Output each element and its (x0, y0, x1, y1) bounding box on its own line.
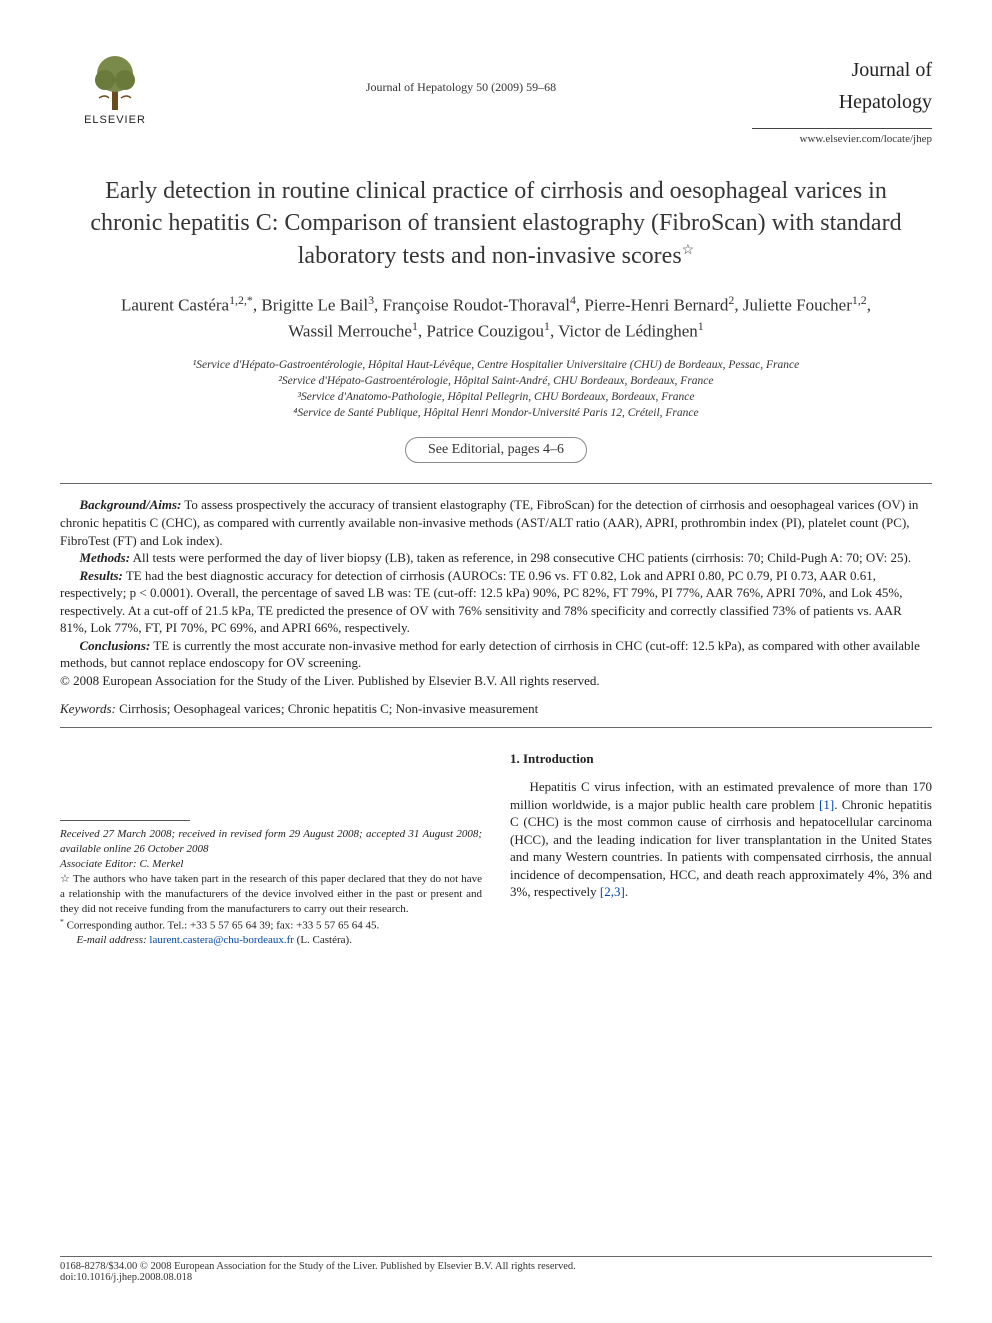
title-text: Early detection in routine clinical prac… (90, 178, 901, 269)
keywords-block: Keywords: Cirrhosis; Oesophageal varices… (60, 701, 932, 717)
footer-doi: doi:10.1016/j.jhep.2008.08.018 (60, 1272, 932, 1283)
abstract-background-text: To assess prospectively the accuracy of … (60, 497, 918, 547)
email-author-name: (L. Castéra). (297, 934, 352, 946)
received-dates: Received 27 March 2008; received in revi… (60, 827, 482, 857)
abstract: Background/Aims: To assess prospectively… (60, 496, 932, 689)
see-editorial-button[interactable]: See Editorial, pages 4–6 (405, 437, 587, 463)
publisher-name: ELSEVIER (84, 114, 146, 126)
journal-title-line1: Journal of (752, 54, 932, 86)
divider-rule (60, 483, 932, 484)
editorial-link-wrap: See Editorial, pages 4–6 (60, 437, 932, 463)
abstract-methods-text: All tests were performed the day of live… (133, 550, 912, 565)
divider-rule (60, 727, 932, 728)
title-footnote-marker: ☆ (682, 243, 695, 258)
title-block: Early detection in routine clinical prac… (60, 175, 932, 272)
conflict-of-interest: ☆ The authors who have taken part in the… (60, 872, 482, 917)
header-row: ELSEVIER Journal of Hepatology 50 (2009)… (60, 50, 932, 145)
corresponding-marker: * (60, 917, 64, 926)
associate-editor-label: Associate Editor: (60, 858, 137, 870)
associate-editor-name: C. Merkel (139, 858, 183, 870)
abstract-methods-label: Methods: (80, 550, 131, 565)
article-title: Early detection in routine clinical prac… (60, 175, 932, 272)
page-footer: 0168-8278/$34.00 © 2008 European Associa… (60, 1250, 932, 1283)
abstract-copyright: © 2008 European Association for the Stud… (60, 672, 932, 690)
intro-paragraph: Hepatitis C virus infection, with an est… (510, 778, 932, 901)
footer-copyright: 0168-8278/$34.00 © 2008 European Associa… (60, 1261, 932, 1272)
abstract-background-label: Background/Aims: (80, 497, 182, 512)
elsevier-tree-icon (87, 50, 143, 112)
keywords-text: Cirrhosis; Oesophageal varices; Chronic … (119, 701, 538, 716)
author-list: Laurent Castéra1,2,*, Brigitte Le Bail3,… (100, 292, 892, 343)
intro-heading: 1. Introduction (510, 750, 932, 768)
right-column: 1. Introduction Hepatitis C virus infect… (510, 750, 932, 947)
citation-link[interactable]: [2,3] (600, 884, 625, 899)
journal-title-line2: Hepatology (752, 86, 932, 118)
journal-url[interactable]: www.elsevier.com/locate/jhep (752, 133, 932, 145)
abstract-conclusions-text: TE is currently the most accurate non-in… (60, 638, 920, 671)
abstract-results-text: TE had the best diagnostic accuracy for … (60, 568, 902, 636)
journal-masthead: Journal of Hepatology www.elsevier.com/l… (752, 50, 932, 145)
keywords-label: Keywords: (60, 701, 116, 716)
email-label: E-mail address: (77, 934, 147, 946)
publisher-block: ELSEVIER (60, 50, 170, 126)
body-columns: Received 27 March 2008; received in revi… (60, 750, 932, 947)
abstract-results-label: Results: (80, 568, 123, 583)
journal-citation: Journal of Hepatology 50 (2009) 59–68 (170, 80, 752, 95)
footnote-block: Received 27 March 2008; received in revi… (60, 827, 482, 947)
abstract-conclusions-label: Conclusions: (80, 638, 151, 653)
corresponding-author: Corresponding author. Tel.: +33 5 57 65 … (67, 919, 380, 931)
affiliation-list: ¹Service d'Hépato-Gastroentérologie, Hôp… (80, 357, 912, 421)
footnote-rule (60, 820, 190, 821)
citation-link[interactable]: [1] (819, 797, 834, 812)
author-email[interactable]: laurent.castera@chu-bordeaux.fr (149, 934, 294, 946)
left-column: Received 27 March 2008; received in revi… (60, 750, 482, 947)
